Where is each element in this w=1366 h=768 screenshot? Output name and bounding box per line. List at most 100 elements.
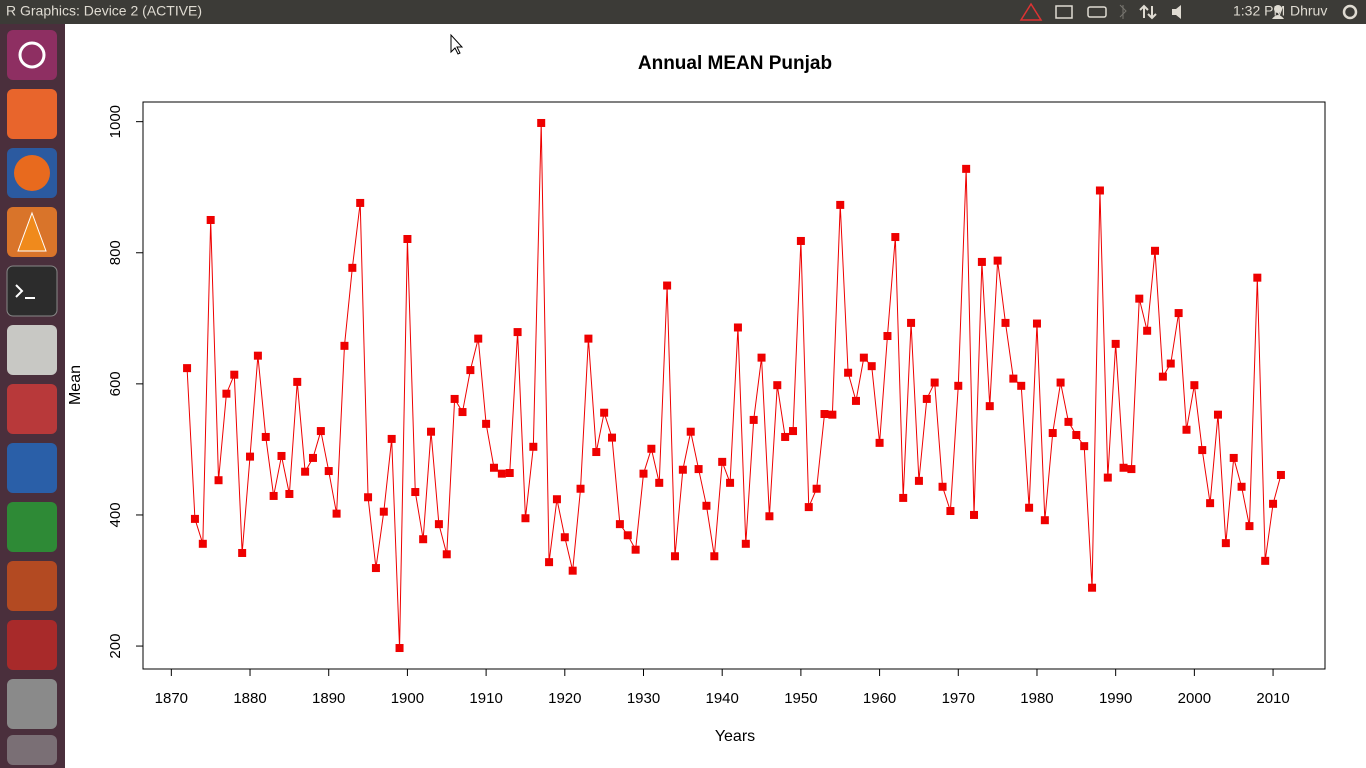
data-point	[765, 512, 774, 521]
data-point	[489, 463, 498, 472]
data-point	[1158, 372, 1167, 381]
data-point	[1229, 453, 1238, 462]
sound-icon[interactable]	[1172, 5, 1181, 19]
network-icon[interactable]	[1139, 4, 1157, 20]
mail-icon[interactable]	[1055, 5, 1073, 19]
data-point	[1151, 246, 1160, 255]
trash-launcher[interactable]	[7, 735, 57, 765]
data-point	[851, 396, 860, 405]
data-point	[238, 548, 247, 557]
data-point	[568, 566, 577, 575]
data-point	[875, 438, 884, 447]
data-point	[820, 410, 829, 419]
data-point	[741, 539, 750, 548]
data-point	[371, 564, 380, 573]
x-tick-label: 2000	[1178, 690, 1211, 707]
data-point	[694, 465, 703, 474]
data-point	[222, 389, 231, 398]
x-tick-label: 1970	[942, 690, 975, 707]
data-point	[796, 236, 805, 245]
x-tick-label: 1960	[863, 690, 896, 707]
files-launcher[interactable]	[7, 89, 57, 139]
data-point	[962, 164, 971, 173]
data-point	[387, 434, 396, 443]
data-point	[907, 318, 916, 327]
writer-launcher[interactable]	[7, 443, 57, 493]
calc-launcher[interactable]	[7, 502, 57, 552]
data-point	[1174, 309, 1183, 318]
data-point	[1127, 465, 1136, 474]
clock[interactable]: 1:32 PM	[1233, 3, 1285, 19]
data-point	[773, 381, 782, 390]
data-point	[914, 476, 923, 485]
data-point	[269, 491, 278, 500]
settings-icon[interactable]	[1342, 4, 1358, 20]
data-point	[639, 469, 648, 478]
data-point	[521, 514, 530, 523]
data-point	[348, 263, 357, 272]
user-icon-body	[1272, 15, 1284, 19]
data-point	[726, 478, 735, 487]
terminal-launcher[interactable]	[6, 265, 58, 317]
bluetooth-icon[interactable]	[1119, 4, 1127, 19]
data-point	[1040, 516, 1049, 525]
data-point	[1048, 429, 1057, 438]
data-point	[505, 469, 514, 478]
data-point	[316, 427, 325, 436]
data-point	[434, 520, 443, 529]
data-point	[190, 514, 199, 523]
data-point	[411, 488, 420, 497]
dash-logo	[18, 41, 46, 69]
vlc-cone	[17, 211, 47, 252]
dash-button[interactable]	[7, 30, 57, 80]
y-tick-label: 800	[107, 240, 124, 265]
pdf-launcher[interactable]	[7, 384, 57, 434]
data-point	[206, 215, 215, 224]
data-point	[450, 394, 459, 403]
data-point	[340, 341, 349, 350]
y-tick-label: 200	[107, 634, 124, 659]
data-line	[186, 122, 1282, 649]
data-point	[403, 234, 412, 243]
data-point	[1190, 381, 1199, 390]
x-axis-label: Years	[715, 728, 755, 745]
data-point	[1245, 522, 1254, 531]
data-point	[253, 351, 262, 360]
data-point	[545, 558, 554, 567]
data-point	[1032, 319, 1041, 328]
data-point	[1253, 273, 1262, 282]
data-point	[529, 442, 538, 451]
chart-title: Annual MEAN Punjab	[638, 53, 832, 74]
y-tick-label: 400	[107, 502, 124, 527]
data-point	[655, 478, 664, 487]
y-tick-label: 1000	[107, 105, 124, 138]
impress-launcher[interactable]	[7, 561, 57, 611]
help-launcher[interactable]	[7, 679, 57, 729]
data-point	[592, 448, 601, 457]
data-point	[1072, 430, 1081, 439]
editor-launcher[interactable]	[7, 325, 57, 375]
data-point	[733, 323, 742, 332]
data-point	[686, 427, 695, 436]
user-icon	[1274, 5, 1282, 13]
data-point	[1237, 482, 1246, 491]
x-tick-label: 1950	[784, 690, 817, 707]
data-point	[427, 427, 436, 436]
user-name[interactable]: Dhruv	[1290, 3, 1327, 19]
data-point	[663, 281, 672, 290]
data-point	[812, 484, 821, 493]
data-point	[600, 408, 609, 417]
data-point	[1221, 539, 1230, 548]
settings-launcher[interactable]	[7, 620, 57, 670]
data-point	[1017, 381, 1026, 390]
battery-icon[interactable]	[1087, 6, 1107, 18]
data-point	[1143, 326, 1152, 335]
data-point	[584, 334, 593, 343]
data-point	[324, 467, 333, 476]
data-point	[198, 539, 207, 548]
data-point	[356, 198, 365, 207]
data-point	[859, 353, 868, 362]
alert-icon[interactable]	[1019, 2, 1043, 21]
x-tick-label: 1900	[391, 690, 424, 707]
